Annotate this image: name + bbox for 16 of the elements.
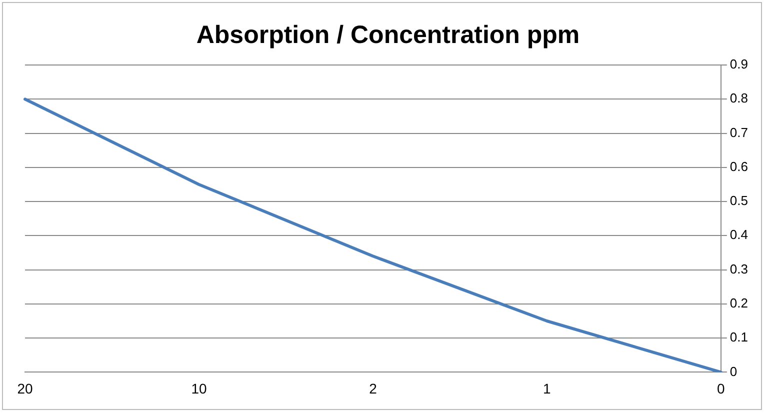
y-tick-label: 0.9 [730, 56, 748, 72]
y-tick-label: 0.8 [730, 90, 748, 106]
x-tick-label: 2 [369, 380, 378, 396]
y-tick-label: 0.5 [730, 193, 748, 208]
x-tick-label: 10 [191, 380, 207, 396]
x-tick-label: 0 [717, 380, 726, 396]
y-tick-label: 0.4 [730, 227, 748, 242]
y-tick-label: 0.3 [730, 261, 748, 276]
y-tick-label: 0.6 [730, 158, 748, 174]
x-tick-label: 20 [17, 380, 33, 396]
x-tick-label: 1 [543, 380, 552, 396]
y-tick-label: 0.2 [730, 296, 748, 311]
y-tick-label: 0.1 [730, 330, 748, 345]
chart-title: Absorption / Concentration ppm [196, 20, 580, 49]
y-tick-label: 0.7 [730, 124, 748, 140]
y-tick-label: 0 [730, 364, 738, 379]
